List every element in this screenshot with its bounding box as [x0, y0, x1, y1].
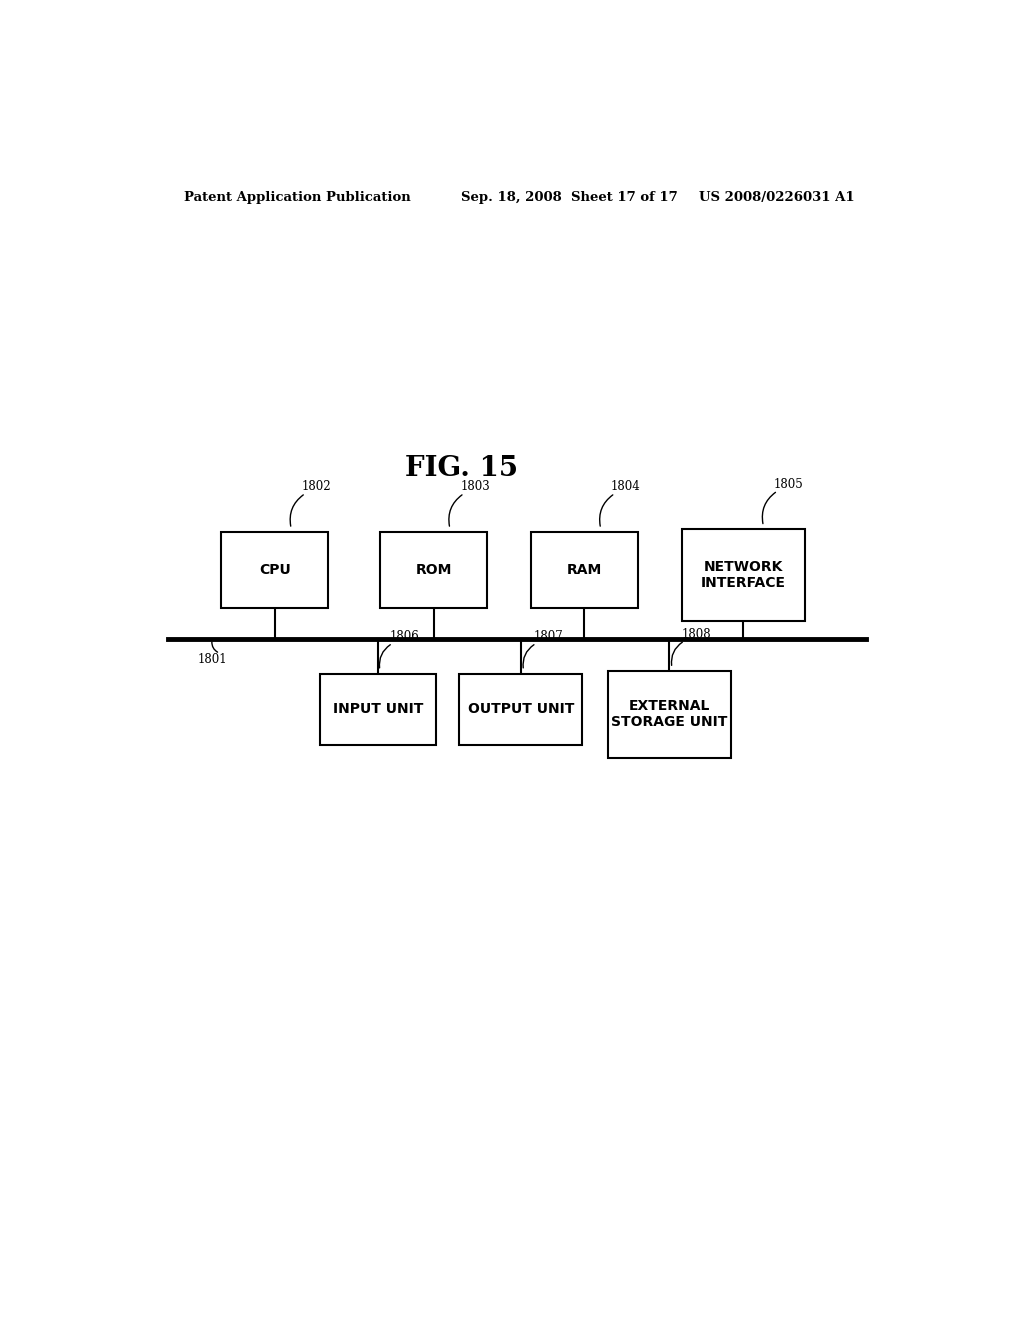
- Text: Sep. 18, 2008  Sheet 17 of 17: Sep. 18, 2008 Sheet 17 of 17: [461, 190, 678, 203]
- Text: 1805: 1805: [774, 478, 804, 491]
- Text: INPUT UNIT: INPUT UNIT: [333, 702, 423, 717]
- Text: ROM: ROM: [416, 564, 452, 577]
- Bar: [530, 532, 638, 609]
- Bar: [460, 673, 583, 744]
- Text: 1803: 1803: [461, 480, 490, 494]
- Text: EXTERNAL
STORAGE UNIT: EXTERNAL STORAGE UNIT: [611, 700, 727, 730]
- Text: 1802: 1802: [302, 480, 331, 494]
- Bar: [607, 671, 731, 758]
- Text: FIG. 15: FIG. 15: [404, 455, 518, 482]
- Text: 1806: 1806: [389, 630, 419, 643]
- Text: 1807: 1807: [534, 630, 563, 643]
- Text: 1801: 1801: [198, 653, 227, 667]
- Text: OUTPUT UNIT: OUTPUT UNIT: [468, 702, 574, 717]
- Text: 1804: 1804: [611, 480, 641, 494]
- Text: RAM: RAM: [566, 564, 602, 577]
- Text: NETWORK
INTERFACE: NETWORK INTERFACE: [700, 560, 785, 590]
- Bar: [380, 532, 487, 609]
- Text: Patent Application Publication: Patent Application Publication: [183, 190, 411, 203]
- Text: CPU: CPU: [259, 564, 291, 577]
- Bar: [321, 673, 435, 744]
- Text: 1808: 1808: [682, 628, 711, 640]
- Bar: [682, 529, 805, 620]
- Bar: [221, 532, 329, 609]
- Text: US 2008/0226031 A1: US 2008/0226031 A1: [699, 190, 855, 203]
